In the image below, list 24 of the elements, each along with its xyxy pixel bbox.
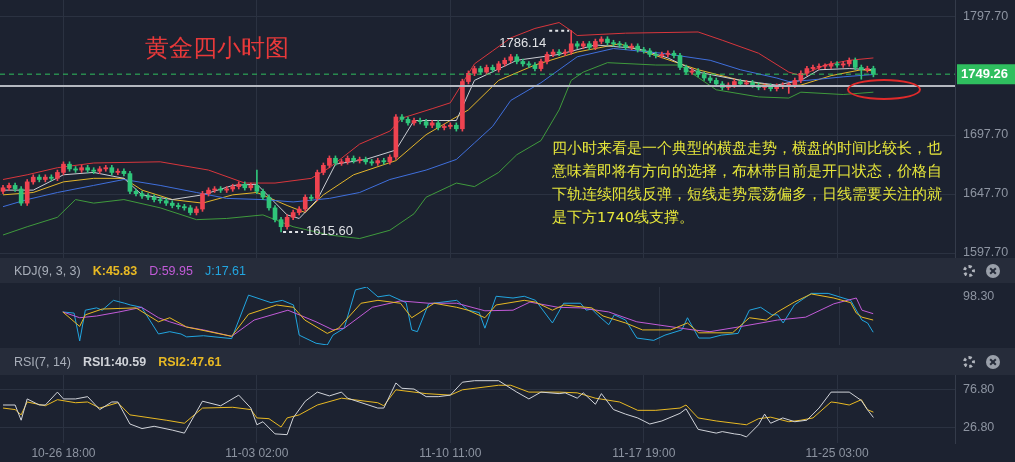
y-tick-label: 1697.70 — [963, 127, 1009, 142]
y-tick-label: 1797.70 — [963, 9, 1009, 24]
annotation: 四小时来看是一个典型的横盘走势，横盘的时间比较长，也意味着即将有方向的选择，布林带目前是开口状态，价格自下轨连续阳线反弹，短线走势震荡偏多，日线需要关注的就是下方1740线支撑。 — [552, 139, 943, 227]
ref-line-label: 1749.26 — [961, 65, 1008, 81]
text: 98.30 — [963, 289, 995, 303]
x-tick-label: 11-10 11:00 — [419, 445, 482, 460]
text: RSI2:47.61 — [158, 354, 222, 369]
annotation: 1615.60 — [306, 223, 354, 239]
y-tick-label: 1647.70 — [963, 186, 1009, 201]
series-label: J:17.61 — [204, 263, 246, 278]
y-tick-label: 26.80 — [963, 420, 995, 435]
y-tick-label: 76.80 — [963, 382, 995, 397]
text: D:59.95 — [149, 263, 193, 278]
text: 黄金四小时图 — [145, 34, 289, 62]
x-tick-label: 11-03 02:00 — [225, 445, 289, 460]
x-tick-label: 10-26 18:00 — [31, 445, 96, 460]
x-tick-label: 11-25 03:00 — [805, 445, 870, 460]
text: K:45.83 — [92, 263, 138, 278]
chart-title: RSI(7, 14) — [14, 354, 71, 369]
chart-title: KDJ(9, 3, 3) — [14, 263, 81, 278]
y-tick-label: 1597.70 — [963, 245, 1009, 260]
annotation: 1786.14 — [499, 35, 547, 51]
x-tick-label: 11-17 19:00 — [612, 445, 676, 460]
text: RSI1:40.59 — [82, 354, 147, 369]
